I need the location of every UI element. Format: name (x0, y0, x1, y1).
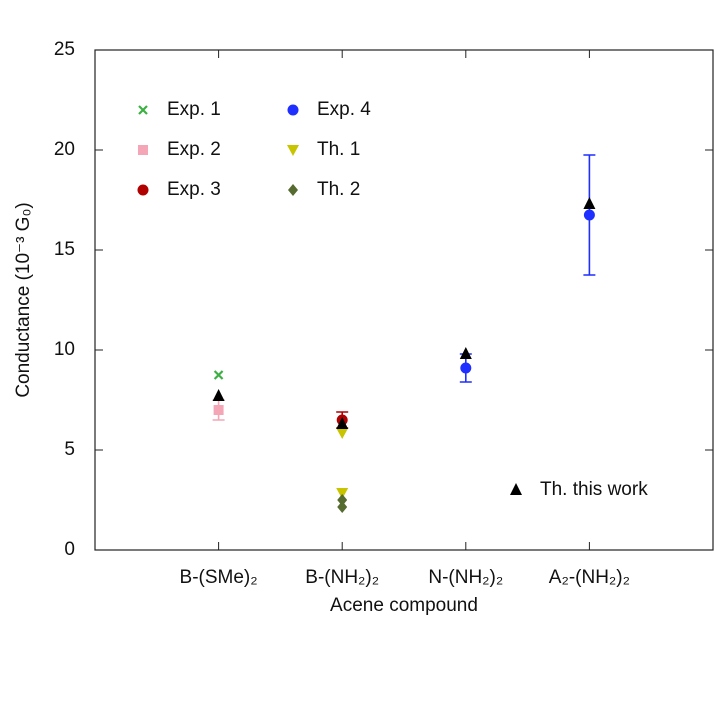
legend-label: Exp. 1 (167, 99, 221, 120)
y-tick-label: 0 (64, 539, 75, 560)
data-point (336, 428, 349, 439)
data-point (336, 488, 349, 499)
legend-marker (138, 145, 148, 155)
legend-marker (138, 105, 148, 115)
data-point (337, 494, 348, 506)
legend-label: Th. 2 (317, 179, 360, 200)
y-tick-label: 5 (64, 439, 75, 460)
x-tick-label: N-(NH₂)₂ (428, 567, 503, 588)
data-point (212, 389, 225, 401)
y-tick-label: 20 (54, 139, 75, 160)
legend-label: Th. 1 (317, 139, 360, 160)
legend-label: Exp. 2 (167, 139, 221, 160)
x-tick-label: B-(SMe)₂ (180, 567, 258, 588)
legend-label: Exp. 3 (167, 179, 221, 200)
data-point (459, 347, 472, 359)
y-tick-label: 10 (54, 339, 75, 360)
data-point (336, 417, 349, 429)
legend-marker (287, 145, 299, 156)
y-axis-label: Conductance (10⁻³ G₀) (13, 202, 34, 397)
data-point (337, 501, 348, 513)
x-tick-label: A₂-(NH₂)₂ (549, 567, 630, 588)
data-point (213, 370, 224, 380)
legend-marker (287, 104, 299, 116)
data-point (213, 405, 224, 415)
y-tick-label: 25 (54, 39, 75, 60)
plot-frame (94, 49, 714, 551)
legend-label: Th. this work (540, 479, 648, 500)
data-point (460, 362, 472, 374)
x-tick-label: B-(NH₂)₂ (305, 567, 379, 588)
legend-marker (288, 184, 298, 196)
data-point (583, 197, 596, 209)
x-axis-label: Acene compound (330, 595, 478, 616)
legend-label: Exp. 4 (317, 99, 371, 120)
legend-marker (510, 483, 522, 495)
legend-marker (137, 184, 149, 196)
data-point (583, 209, 595, 221)
y-tick-label: 15 (54, 239, 75, 260)
